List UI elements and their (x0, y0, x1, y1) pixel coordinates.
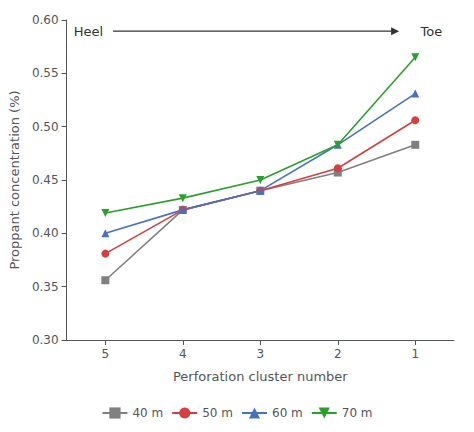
svg-text:2: 2 (334, 347, 342, 361)
svg-text:3: 3 (256, 347, 264, 361)
svg-text:0.35: 0.35 (32, 280, 59, 294)
svg-text:0.50: 0.50 (32, 120, 59, 134)
svg-text:4: 4 (179, 347, 187, 361)
svg-text:60 m: 60 m (272, 406, 303, 420)
svg-text:1: 1 (411, 347, 419, 361)
svg-text:0.60: 0.60 (32, 13, 59, 27)
svg-text:40 m: 40 m (132, 406, 163, 420)
svg-text:0.55: 0.55 (32, 66, 59, 80)
svg-text:5: 5 (102, 347, 110, 361)
svg-text:Heel: Heel (74, 24, 103, 39)
svg-text:Perforation cluster number: Perforation cluster number (173, 369, 348, 384)
svg-text:0.45: 0.45 (32, 173, 59, 187)
svg-text:70 m: 70 m (342, 406, 373, 420)
svg-text:Toe: Toe (420, 24, 443, 39)
svg-text:0.40: 0.40 (32, 226, 59, 240)
svg-text:50 m: 50 m (202, 406, 233, 420)
svg-text:0.30: 0.30 (32, 333, 59, 347)
svg-text:Proppant concentration (%): Proppant concentration (%) (7, 90, 22, 269)
